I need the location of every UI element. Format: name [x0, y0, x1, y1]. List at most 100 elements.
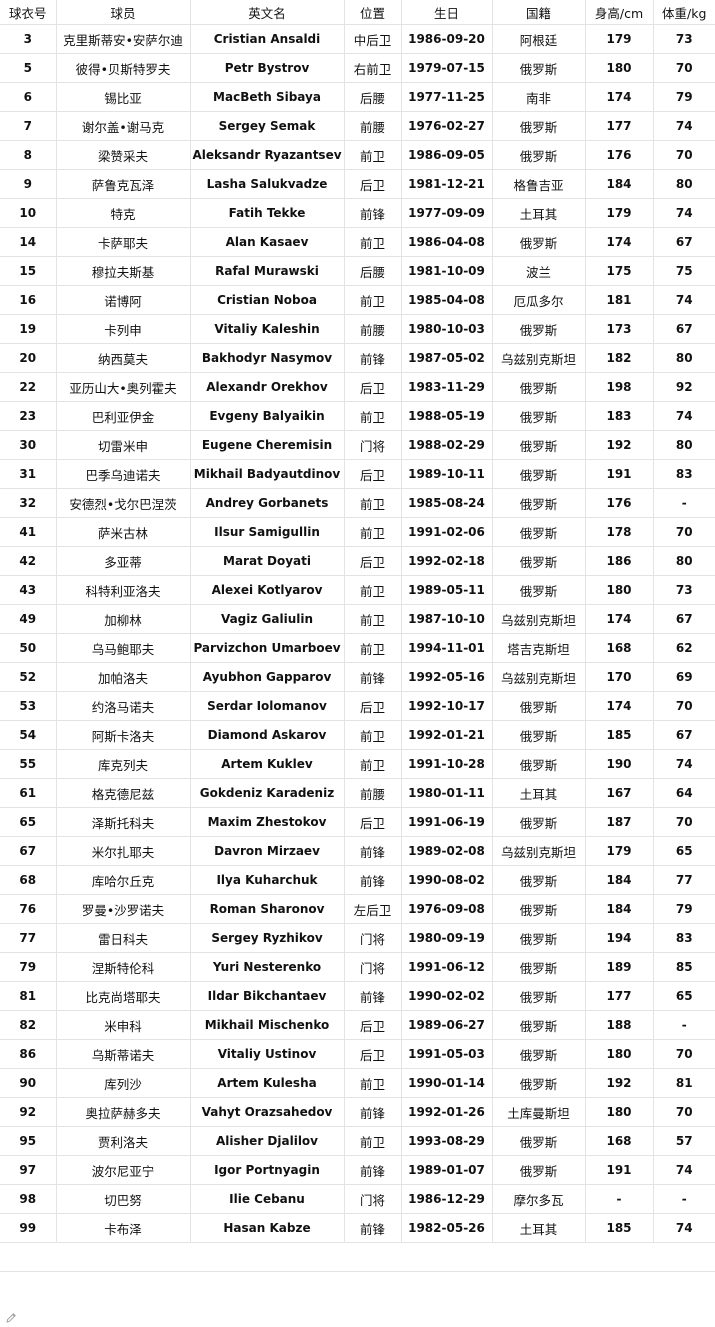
- cell-number: 95: [0, 1126, 57, 1156]
- table-row: 67 米尔扎耶夫 Davron Mirzaev 前锋 1989-02-08 乌兹别克斯坦 1…: [0, 836, 715, 866]
- cell-player: 萨米古林: [55, 517, 191, 547]
- cell-player: 谢尔盖•谢马克: [55, 111, 191, 141]
- cell-player: 诺博阿: [55, 285, 191, 315]
- cell-height: 191: [584, 459, 654, 489]
- cell-birthday: 1991-10-28: [400, 749, 493, 779]
- cell-player: 梁赞采夫: [55, 140, 191, 170]
- table-row: 23 巴利亚伊金 Evgeny Balyaikin 前卫 1988-05-19 俄罗斯 18…: [0, 401, 715, 431]
- cell-nationality: 土耳其: [491, 198, 586, 228]
- cell-position: 门将: [343, 430, 402, 460]
- cell-player: 罗曼•沙罗诺夫: [55, 894, 191, 924]
- cell-nationality: 俄罗斯: [491, 488, 586, 518]
- column-header-position: 位置: [343, 0, 402, 25]
- cell-nationality: 土耳其: [491, 1213, 586, 1243]
- cell-player: 比克尚塔耶夫: [55, 981, 191, 1011]
- cell-height: 191: [584, 1155, 654, 1185]
- cell-number: 55: [0, 749, 57, 779]
- cell-english-name: Vahyt Orazsahedov: [189, 1097, 345, 1127]
- cell-player: 克里斯蒂安•安萨尔迪: [55, 24, 191, 54]
- cell-english-name: Parvizchon Umarboev: [189, 633, 345, 663]
- cell-number: 6: [0, 82, 57, 112]
- cell-player: 切巴努: [55, 1184, 191, 1214]
- cell-height: 170: [584, 662, 654, 692]
- cell-number: 3: [0, 24, 57, 54]
- cell-number: 23: [0, 401, 57, 431]
- cell-height: 167: [584, 778, 654, 808]
- cell-weight: 92: [652, 372, 715, 402]
- cell-birthday: 1989-10-11: [400, 459, 493, 489]
- cell-position: 前腰: [343, 314, 402, 344]
- cell-height: 192: [584, 1068, 654, 1098]
- table-row: 22 亚历山大•奥列霍夫 Alexandr Orekhov 后卫 1983-11-29 俄…: [0, 372, 715, 402]
- cell-weight: 69: [652, 662, 715, 692]
- cell-position: 前锋: [343, 662, 402, 692]
- cell-number: 53: [0, 691, 57, 721]
- cell-number: 92: [0, 1097, 57, 1127]
- cell-position: 前卫: [343, 1068, 402, 1098]
- cell-english-name: Mikhail Badyautdinov: [189, 459, 345, 489]
- table-row: 95 贾利洛夫 Alisher Djalilov 前卫 1993-08-29 俄罗斯 168…: [0, 1126, 715, 1156]
- cell-number: 5: [0, 53, 57, 83]
- cell-position: 前卫: [343, 604, 402, 634]
- cell-player: 多亚蒂: [55, 546, 191, 576]
- cell-nationality: 乌兹别克斯坦: [491, 604, 586, 634]
- cell-position: 后卫: [343, 546, 402, 576]
- pencil-icon[interactable]: [5, 1312, 17, 1324]
- cell-weight: -: [652, 1010, 715, 1040]
- cell-player: 卡萨耶夫: [55, 227, 191, 257]
- cell-birthday: 1989-01-07: [400, 1155, 493, 1185]
- cell-weight: 70: [652, 140, 715, 170]
- cell-nationality: 乌兹别克斯坦: [491, 662, 586, 692]
- cell-number: 16: [0, 285, 57, 315]
- cell-nationality: 俄罗斯: [491, 952, 586, 982]
- cell-english-name: Artem Kulesha: [189, 1068, 345, 1098]
- cell-number: 98: [0, 1184, 57, 1214]
- table-row: 6 锡比亚 MacBeth Sibaya 后腰 1977-11-25 南非 174 79: [0, 82, 715, 112]
- cell-nationality: 俄罗斯: [491, 894, 586, 924]
- cell-weight: 67: [652, 720, 715, 750]
- cell-height: 179: [584, 198, 654, 228]
- cell-nationality: 俄罗斯: [491, 1068, 586, 1098]
- cell-birthday: 1991-02-06: [400, 517, 493, 547]
- table-row: 5 彼得•贝斯特罗夫 Petr Bystrov 右前卫 1979-07-15 俄罗斯 180…: [0, 53, 715, 83]
- table-header-row: 球衣号 球员 英文名 位置 生日 国籍 身高/cm 体重/kg: [0, 0, 715, 25]
- cell-weight: 70: [652, 1039, 715, 1069]
- cell-number: 76: [0, 894, 57, 924]
- cell-player: 泽斯托科夫: [55, 807, 191, 837]
- cell-height: 184: [584, 894, 654, 924]
- cell-position: 后腰: [343, 82, 402, 112]
- cell-number: 67: [0, 836, 57, 866]
- cell-position: 后卫: [343, 459, 402, 489]
- table-row: 76 罗曼•沙罗诺夫 Roman Sharonov 左后卫 1976-09-08 俄罗斯 1…: [0, 894, 715, 924]
- cell-english-name: Evgeny Balyaikin: [189, 401, 345, 431]
- cell-position: 前卫: [343, 488, 402, 518]
- cell-number: 77: [0, 923, 57, 953]
- cell-player: 加柳林: [55, 604, 191, 634]
- table-row: 19 卡列申 Vitaliy Kaleshin 前腰 1980-10-03 俄罗斯 173 6…: [0, 314, 715, 344]
- cell-weight: 83: [652, 923, 715, 953]
- cell-birthday: 1989-05-11: [400, 575, 493, 605]
- cell-height: 187: [584, 807, 654, 837]
- cell-position: 后卫: [343, 807, 402, 837]
- cell-position: 后卫: [343, 1039, 402, 1069]
- cell-position: 前锋: [343, 865, 402, 895]
- table-row: 7 谢尔盖•谢马克 Sergey Semak 前腰 1976-02-27 俄罗斯 177 74: [0, 111, 715, 141]
- cell-player: 切雷米申: [55, 430, 191, 460]
- cell-nationality: 俄罗斯: [491, 1039, 586, 1069]
- cell-height: 186: [584, 546, 654, 576]
- column-header-nationality: 国籍: [491, 0, 586, 25]
- cell-weight: -: [652, 488, 715, 518]
- table-row: 55 库克列夫 Artem Kuklev 前卫 1991-10-28 俄罗斯 190 74: [0, 749, 715, 779]
- cell-number: 42: [0, 546, 57, 576]
- cell-english-name: Yuri Nesterenko: [189, 952, 345, 982]
- cell-birthday: 1991-05-03: [400, 1039, 493, 1069]
- cell-height: 175: [584, 256, 654, 286]
- cell-birthday: 1989-02-08: [400, 836, 493, 866]
- cell-birthday: 1993-08-29: [400, 1126, 493, 1156]
- cell-weight: 77: [652, 865, 715, 895]
- cell-height: 179: [584, 24, 654, 54]
- cell-number: 14: [0, 227, 57, 257]
- cell-birthday: 1987-10-10: [400, 604, 493, 634]
- cell-english-name: Fatih Tekke: [189, 198, 345, 228]
- cell-weight: 65: [652, 836, 715, 866]
